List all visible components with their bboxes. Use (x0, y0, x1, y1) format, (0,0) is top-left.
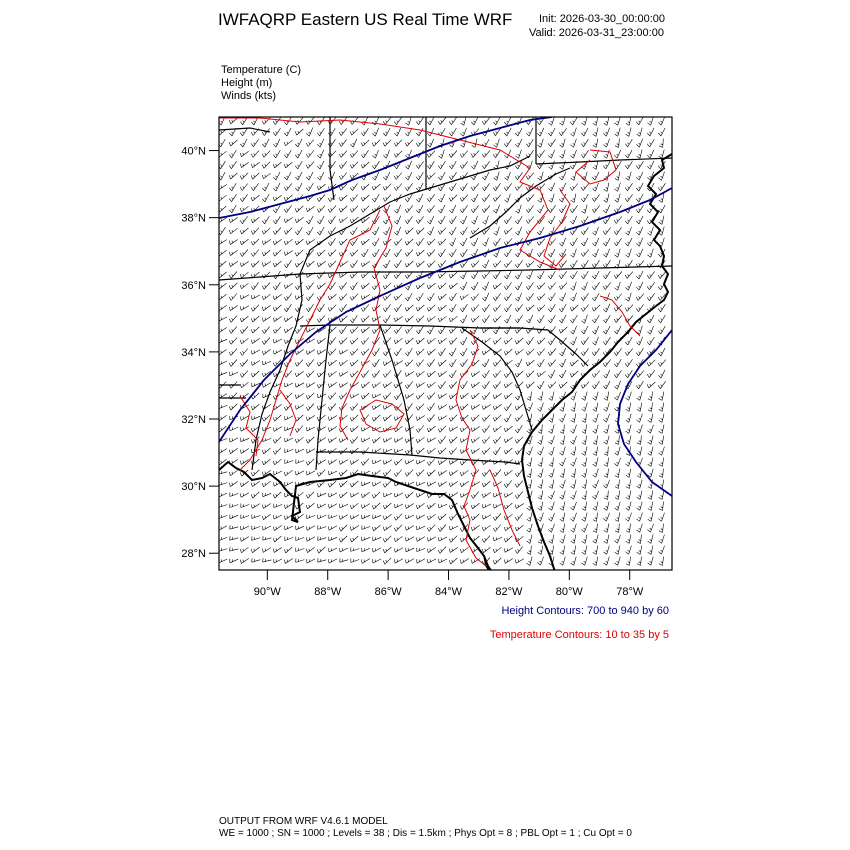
plot-title: IWFAQRP Eastern US Real Time WRF (218, 10, 513, 29)
lon-tick-label: 84°W (435, 586, 463, 598)
lat-tick-label: 40°N (181, 146, 206, 158)
lat-tick-label: 30°N (181, 481, 206, 493)
state-line-ms-al (315, 324, 331, 471)
field-temperature-label: Temperature (C) (221, 64, 302, 76)
temperature-contours (219, 117, 641, 567)
state-line-ia-mo (219, 127, 271, 133)
wind-barbs (219, 117, 667, 566)
lat-tick-label: 38°N (181, 213, 206, 225)
lat-tick-label: 36°N (181, 280, 206, 292)
lon-tick-label: 90°W (254, 586, 282, 598)
state-line-al-ga (379, 324, 413, 456)
footer-config-line: WE = 1000 ; SN = 1000 ; Levels = 38 ; Di… (219, 828, 632, 839)
state-line-ga-fl (316, 451, 521, 465)
state-line-tn-ky (219, 265, 672, 281)
lon-tick-label: 78°W (616, 586, 644, 598)
ohio-river (299, 155, 531, 275)
state-line-nc-sc (480, 327, 589, 367)
lon-tick-label: 86°W (375, 586, 403, 598)
lon-tick-label: 80°W (556, 586, 584, 598)
legend-height-contours: Height Contours: 700 to 940 by 60 (501, 605, 669, 617)
init-time: Init: 2026-03-30_00:00:00 (539, 13, 665, 25)
lat-tick-label: 28°N (181, 548, 206, 560)
state-line-ga-sc (461, 327, 533, 431)
field-winds-label: Winds (kts) (221, 90, 276, 102)
boundaries (219, 117, 672, 570)
lat-tick-label: 34°N (181, 347, 206, 359)
footer-model-line: OUTPUT FROM WRF V4.6.1 MODEL (219, 816, 388, 827)
lon-tick-label: 88°W (314, 586, 342, 598)
longitude-axis: 90°W 88°W 86°W 84°W 82°W 80°W 78°W (254, 570, 644, 598)
lat-tick-label: 32°N (181, 414, 206, 426)
latitude-axis: 40°N 38°N 36°N 34°N 32°N 30°N 28°N (181, 146, 219, 560)
height-contours (219, 117, 672, 497)
mississippi-river (251, 273, 303, 471)
atlantic-coastline (520, 153, 672, 570)
valid-time: Valid: 2026-03-31_23:00:00 (529, 27, 664, 39)
legend-temperature-contours: Temperature Contours: 10 to 35 by 5 (489, 629, 669, 641)
lon-tick-label: 82°W (495, 586, 523, 598)
field-height-label: Height (m) (221, 77, 273, 89)
state-line-il-in (329, 117, 335, 201)
gulf-coastline (219, 460, 492, 570)
state-line-va-wv (469, 167, 571, 239)
wind-barb-field (219, 117, 667, 566)
state-line-md-pa (535, 157, 672, 165)
map-frame (218, 116, 673, 571)
